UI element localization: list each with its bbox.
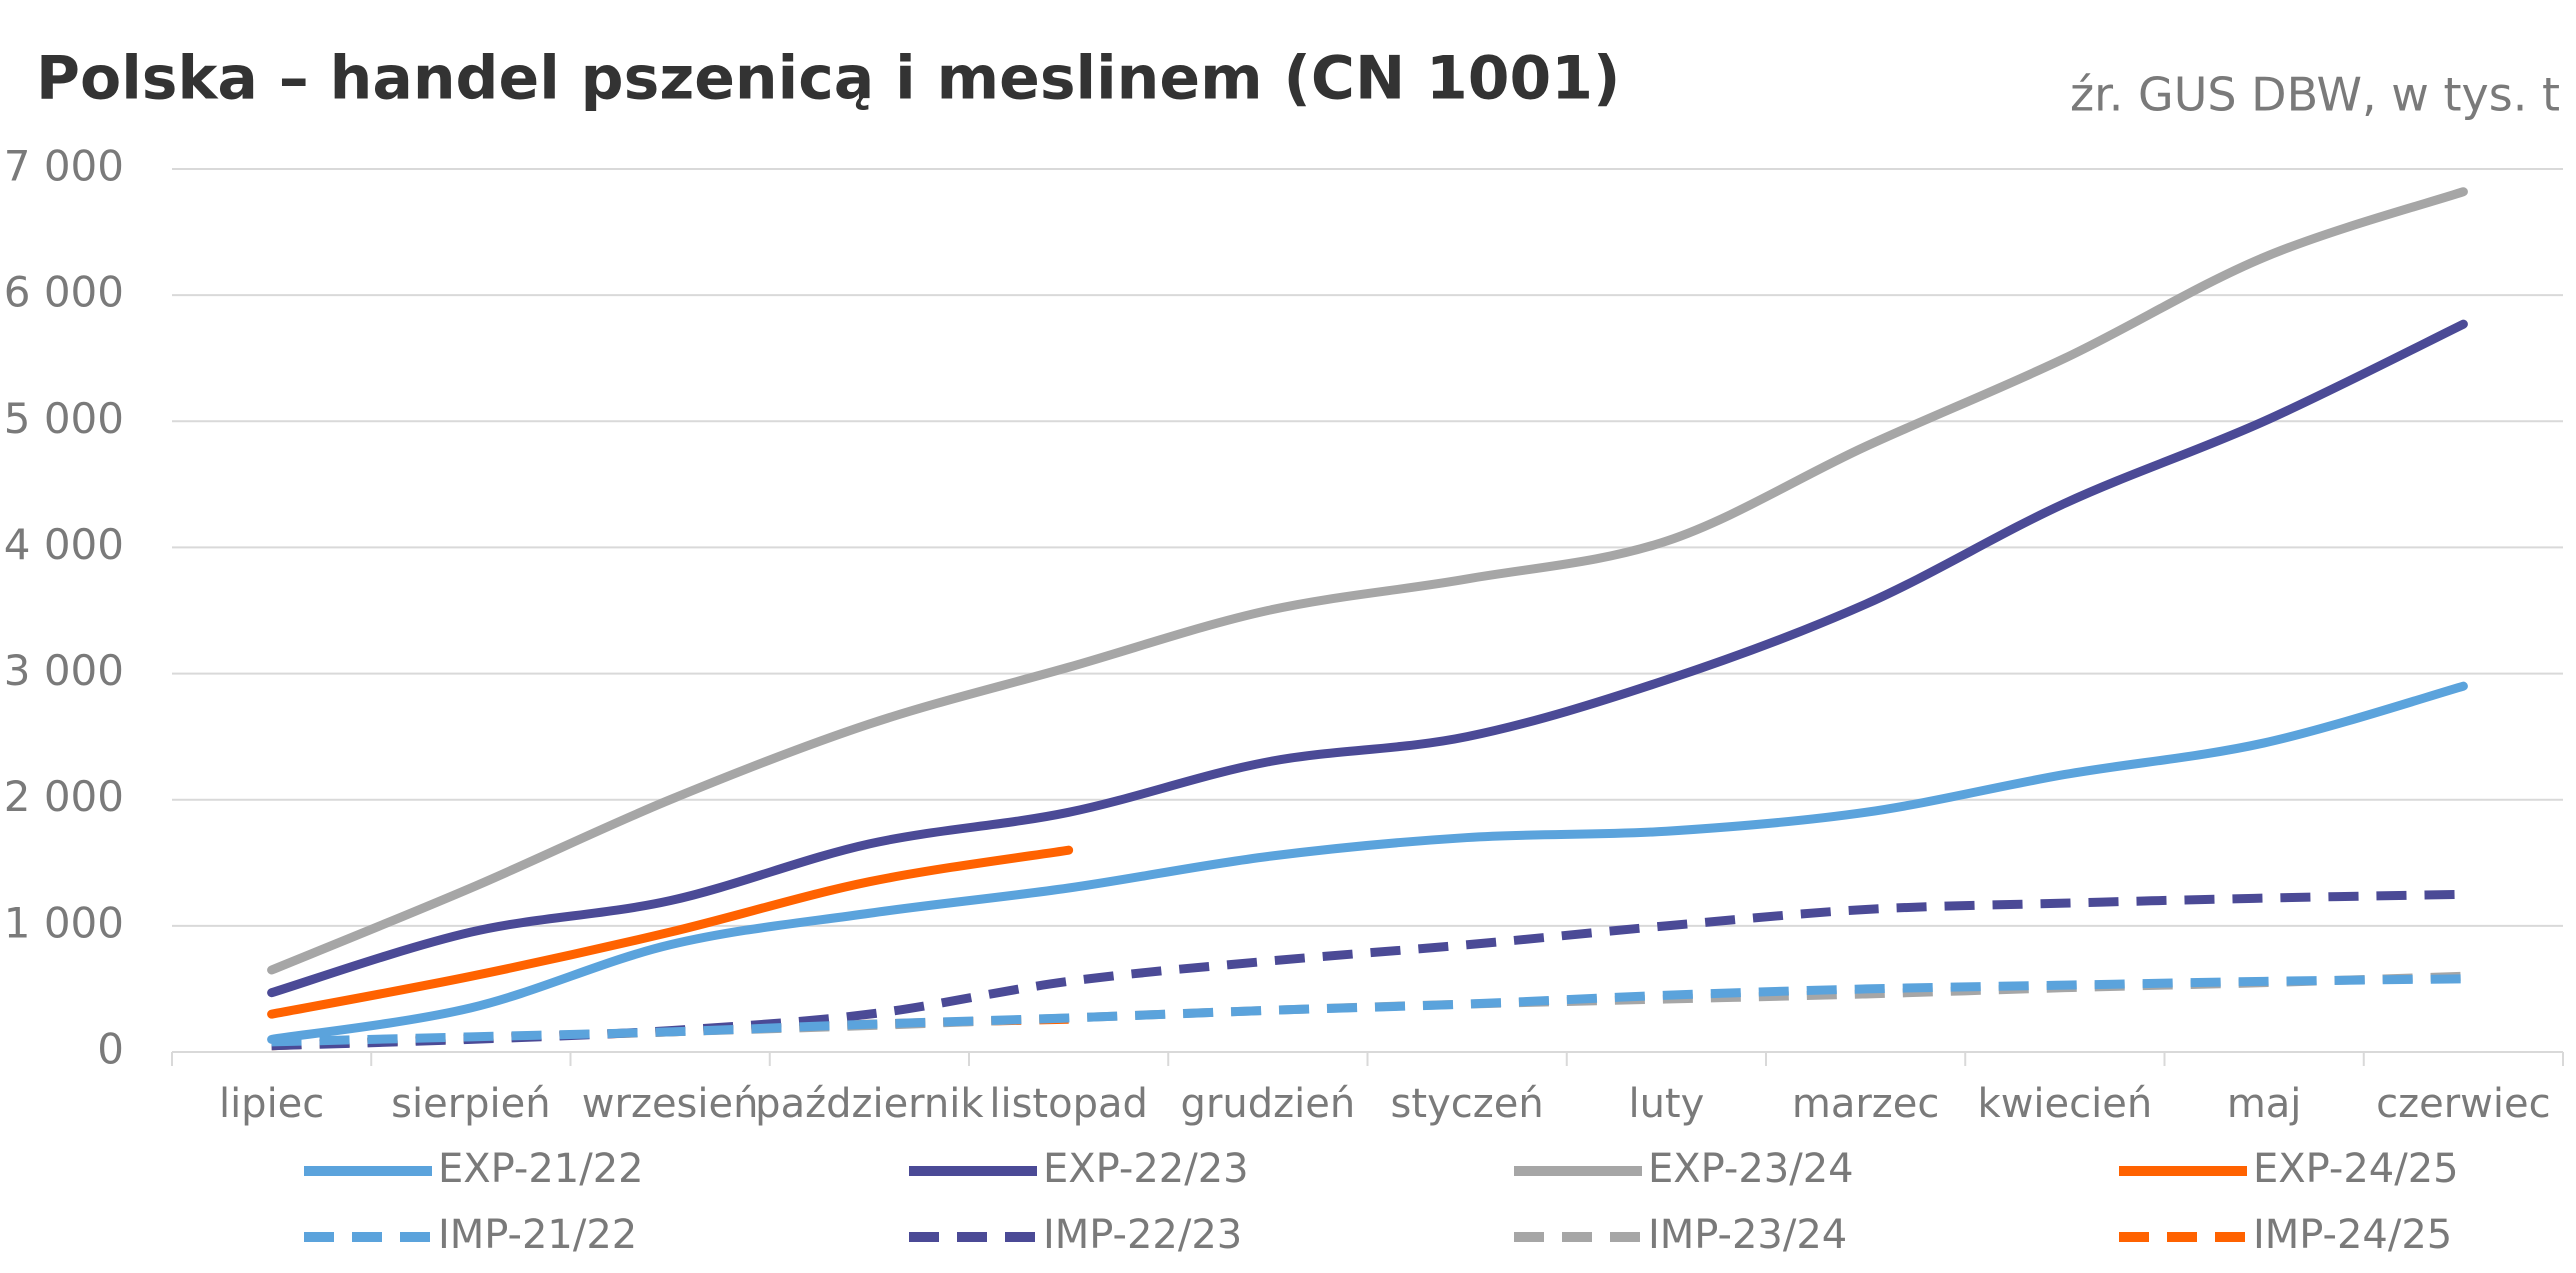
y-tick-label: 0 — [97, 1025, 124, 1074]
series-line — [267, 187, 2468, 975]
y-tick-label: 3 000 — [4, 646, 124, 695]
x-tick-label: maj — [2227, 1081, 2302, 1127]
chart-title: Polska – handel pszenicą i meslinem (CN … — [36, 44, 1620, 114]
x-tick-label: marzec — [1792, 1081, 1940, 1127]
x-tick-label: grudzień — [1181, 1081, 1356, 1127]
legend-label: EXP-22/23 — [1043, 1146, 1249, 1192]
y-tick-label: 2 000 — [4, 772, 124, 821]
legend-label: EXP-24/25 — [2253, 1146, 2459, 1192]
x-tick-label: październik — [755, 1081, 984, 1127]
series-line — [267, 681, 2468, 1044]
x-tick-label: lipiec — [219, 1081, 324, 1127]
series-line — [267, 319, 2468, 998]
legend-label: EXP-23/24 — [1648, 1146, 1854, 1192]
y-tick-label: 4 000 — [4, 520, 124, 569]
y-tick-label: 5 000 — [4, 394, 124, 443]
legend-label: IMP-24/25 — [2253, 1212, 2452, 1258]
legend-label: EXP-21/22 — [438, 1146, 644, 1192]
series-line — [271, 971, 2464, 1051]
x-tick-label: styczeń — [1391, 1081, 1544, 1127]
x-tick-label: sierpień — [391, 1081, 550, 1127]
series-line — [271, 889, 2464, 1051]
series-line — [271, 974, 2464, 1047]
x-tick-label: listopad — [989, 1081, 1148, 1127]
legend-label: IMP-22/23 — [1043, 1212, 1242, 1258]
x-tick-label: czerwiec — [2376, 1081, 2550, 1127]
legend-label: IMP-21/22 — [438, 1212, 637, 1258]
legend-label: IMP-23/24 — [1648, 1212, 1847, 1258]
x-tick-label: luty — [1628, 1081, 1704, 1127]
y-tick-label: 6 000 — [4, 268, 124, 317]
x-tick-label: kwiecień — [1978, 1081, 2153, 1127]
series-line — [267, 845, 1074, 1019]
y-tick-label: 1 000 — [4, 898, 124, 947]
y-tick-label: 7 000 — [4, 142, 124, 191]
chart-subtitle: źr. GUS DBW, w tys. t — [2070, 68, 2560, 122]
x-tick-label: wrzesień — [582, 1081, 759, 1127]
